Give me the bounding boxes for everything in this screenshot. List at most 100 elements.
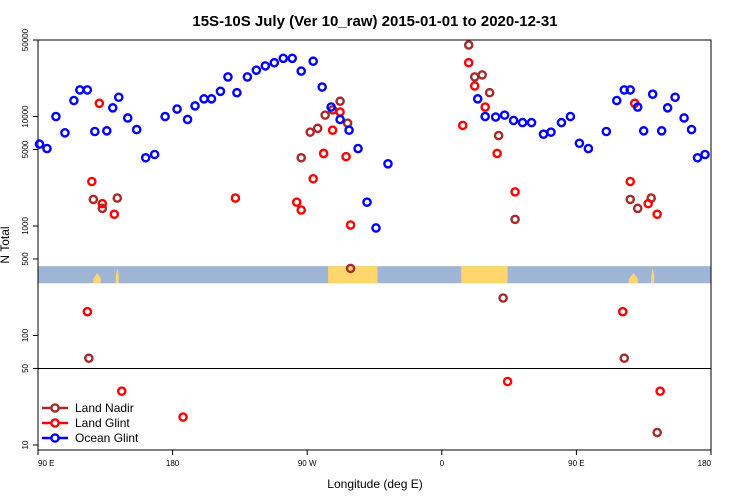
point-land-glint-12	[327, 125, 338, 136]
legend-label-1: Land Glint	[75, 416, 130, 430]
point-ocean-glint-8	[101, 126, 112, 136]
y-tick-label-6: 10000	[21, 105, 30, 128]
x-tick-label-4: 90 E	[568, 459, 584, 468]
point-ocean-glint-44	[508, 115, 519, 126]
land-band-4	[628, 272, 638, 284]
legend-marker-2	[50, 433, 60, 443]
point-ocean-glint-40	[472, 94, 483, 104]
y-tick-label-3: 500	[21, 252, 30, 266]
point-ocean-glint-11	[122, 113, 133, 123]
point-ocean-glint-61	[662, 103, 673, 113]
point-ocean-glint-4	[69, 95, 79, 106]
land-band-0	[93, 272, 101, 284]
legend-marker-0	[50, 403, 60, 413]
point-land-glint-10	[308, 173, 318, 184]
point-ocean-glint-5	[75, 85, 85, 95]
legend-label-0: Land Nadir	[75, 401, 134, 415]
legend-label-2: Ocean Glint	[75, 431, 139, 445]
point-ocean-glint-30	[296, 66, 307, 76]
point-ocean-glint-58	[638, 126, 649, 136]
point-land-glint-4	[109, 209, 120, 220]
x-axis-label: Longitude (deg E)	[327, 477, 422, 491]
point-land-nadir-2	[97, 203, 108, 214]
point-land-nadir-7	[320, 110, 330, 120]
point-ocean-glint-57	[632, 102, 643, 112]
series-ocean-glint	[34, 53, 710, 233]
point-land-nadir-12	[463, 40, 474, 50]
series-land-nadir	[84, 40, 662, 438]
legend-marker-1	[50, 418, 60, 428]
point-land-nadir-4	[296, 152, 307, 163]
point-land-glint-19	[480, 102, 490, 112]
point-land-nadir-15	[484, 87, 495, 98]
point-ocean-glint-0	[34, 139, 45, 149]
point-ocean-glint-34	[335, 114, 345, 125]
point-ocean-glint-54	[611, 95, 622, 106]
point-ocean-glint-49	[556, 117, 567, 128]
point-land-nadir-5	[305, 127, 315, 137]
point-ocean-glint-60	[656, 126, 667, 136]
point-land-glint-6	[178, 412, 188, 422]
x-tick-label-3: 0	[440, 459, 445, 468]
chart-title: 15S-10S July (Ver 10_raw) 2015-01-01 to …	[192, 13, 557, 30]
point-ocean-glint-9	[107, 103, 118, 113]
point-land-glint-22	[510, 187, 520, 197]
point-land-nadir-14	[477, 70, 487, 80]
point-ocean-glint-62	[670, 92, 680, 103]
point-ocean-glint-7	[90, 126, 100, 137]
point-ocean-glint-29	[287, 53, 298, 64]
point-land-glint-1	[87, 176, 97, 187]
x-tick-label-5: 180	[698, 459, 712, 468]
point-ocean-glint-51	[574, 138, 585, 149]
point-land-glint-13	[335, 107, 345, 117]
y-tick-label-0: 10	[21, 440, 30, 449]
point-land-glint-15	[345, 220, 356, 230]
point-land-glint-18	[469, 81, 480, 91]
land-band-5	[651, 267, 655, 284]
point-land-glint-24	[625, 176, 636, 187]
point-ocean-glint-19	[199, 94, 209, 104]
point-ocean-glint-33	[326, 102, 336, 112]
point-land-nadir-21	[632, 203, 643, 214]
point-land-glint-17	[463, 57, 474, 68]
point-ocean-glint-14	[149, 149, 160, 160]
point-ocean-glint-13	[140, 152, 151, 163]
point-land-glint-5	[116, 386, 127, 396]
point-land-glint-9	[296, 205, 307, 215]
point-ocean-glint-36	[353, 143, 363, 154]
x-tick-label-2: 90 W	[298, 459, 317, 468]
point-land-glint-26	[643, 198, 653, 209]
point-ocean-glint-15	[160, 111, 170, 122]
point-land-nadir-0	[84, 353, 94, 364]
point-ocean-glint-18	[190, 101, 200, 111]
point-ocean-glint-39	[383, 159, 393, 169]
point-land-nadir-18	[510, 214, 520, 225]
point-land-glint-8	[291, 197, 302, 208]
point-ocean-glint-45	[517, 117, 528, 128]
point-land-nadir-13	[469, 72, 480, 82]
point-ocean-glint-46	[526, 117, 537, 128]
y-tick-label-1: 50	[21, 363, 30, 372]
point-land-glint-23	[617, 306, 628, 317]
point-ocean-glint-28	[278, 53, 289, 64]
point-ocean-glint-32	[317, 82, 327, 92]
y-axis-label: N Total	[0, 226, 12, 263]
land-band-3	[461, 266, 508, 284]
plot-frame	[37, 39, 712, 451]
point-land-nadir-11	[345, 263, 356, 274]
point-ocean-glint-59	[647, 89, 658, 99]
point-ocean-glint-6	[82, 85, 93, 95]
point-ocean-glint-25	[251, 65, 262, 75]
land-band-1	[115, 267, 119, 284]
y-tick-label-2: 100	[21, 328, 30, 342]
point-land-nadir-1	[88, 194, 99, 205]
point-ocean-glint-20	[206, 94, 217, 104]
point-ocean-glint-47	[538, 129, 549, 139]
point-ocean-glint-43	[499, 110, 510, 120]
point-ocean-glint-10	[113, 92, 124, 103]
point-land-nadir-6	[312, 123, 323, 134]
point-ocean-glint-65	[692, 152, 703, 163]
point-land-glint-14	[341, 151, 351, 162]
point-ocean-glint-52	[583, 143, 594, 154]
